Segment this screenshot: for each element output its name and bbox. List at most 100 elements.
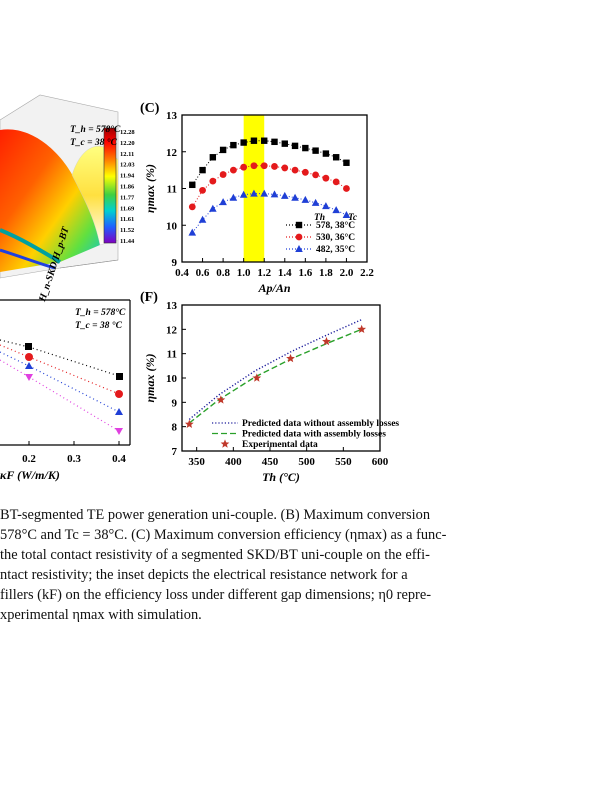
caption-line: ntact resistivity; the inset depicts the… bbox=[0, 567, 408, 583]
data-point bbox=[322, 202, 330, 210]
data-point bbox=[301, 195, 310, 203]
legend-marker bbox=[295, 233, 303, 241]
colorbar-tick-label: 11.94 bbox=[120, 173, 135, 180]
data-point bbox=[311, 198, 320, 206]
data-point bbox=[199, 186, 206, 194]
kappa-plot-fragment bbox=[0, 299, 131, 446]
data-point bbox=[322, 174, 330, 182]
colorbar-tick-label: 12.03 bbox=[120, 162, 135, 169]
x-tick-label: 0.6 bbox=[196, 267, 210, 279]
y-tick-label: 13 bbox=[166, 110, 178, 122]
x-tick-label: 1.0 bbox=[237, 267, 251, 279]
data-point bbox=[332, 178, 340, 186]
x-tick-label: 500 bbox=[298, 456, 315, 468]
data-point bbox=[209, 154, 217, 161]
x-tick-label: 1.2 bbox=[257, 267, 271, 279]
colorbar-tick-label: 12.28 bbox=[120, 129, 135, 136]
colorbar-tick-labels: 12.28 12.20 12.11 12.03 11.94 11.86 11.77 11.69… bbox=[120, 129, 135, 245]
data-point bbox=[188, 203, 196, 211]
data-point bbox=[291, 193, 299, 201]
data-point bbox=[216, 395, 226, 404]
data-point bbox=[252, 373, 262, 382]
y-tick-label: 13 bbox=[166, 300, 178, 312]
x-tick-label: 600 bbox=[372, 456, 389, 468]
panel-label: (C) bbox=[140, 101, 160, 116]
colorbar-tick-label: 11.86 bbox=[120, 184, 135, 191]
data-point bbox=[239, 190, 248, 198]
data-point bbox=[286, 353, 295, 363]
surface-colorbar bbox=[103, 127, 117, 244]
data-point bbox=[332, 154, 340, 161]
x-axis-title: Th (°C) bbox=[262, 470, 300, 484]
data-point bbox=[291, 166, 299, 174]
legend-marker bbox=[295, 245, 303, 252]
y-tick-label: 7 bbox=[172, 446, 178, 458]
data-point bbox=[240, 163, 248, 171]
data-point bbox=[209, 177, 217, 185]
y-tick-label: 12 bbox=[166, 324, 178, 336]
data-point bbox=[250, 137, 258, 144]
legend-header: Tc bbox=[348, 213, 358, 223]
legend: Predicted data without assembly lossesPr… bbox=[212, 419, 399, 450]
caption-line: fillers (kF) on the efficiency loss unde… bbox=[0, 587, 431, 603]
colorbar-tick-label: 11.52 bbox=[120, 227, 134, 234]
data-point bbox=[302, 144, 309, 152]
legend-label: 482, 35°C bbox=[316, 244, 355, 255]
caption-line: xperimental ηmax with simulation. bbox=[0, 607, 202, 623]
data-point bbox=[332, 206, 340, 214]
caption-line: 578°C and Tc = 38°C. (C) Maximum convers… bbox=[0, 527, 447, 543]
colorbar-tick-label: 11.44 bbox=[120, 238, 135, 245]
data-point bbox=[189, 181, 196, 189]
y-tick-label: 9 bbox=[172, 257, 178, 269]
data-point bbox=[219, 146, 227, 154]
y-tick-label: 9 bbox=[172, 397, 178, 409]
series-line bbox=[188, 328, 362, 424]
kappa-inset-tc: T_c = 38 °C bbox=[75, 320, 123, 331]
x-tick-label: 450 bbox=[262, 456, 279, 468]
colorbar-tick-label: 12.20 bbox=[120, 140, 135, 147]
y-axis-title: ηmax (%) bbox=[143, 164, 157, 213]
data-point bbox=[198, 215, 207, 223]
data-point bbox=[229, 166, 237, 174]
x-tick-label: 350 bbox=[188, 456, 205, 468]
data-point bbox=[312, 147, 319, 154]
legend-marker bbox=[220, 439, 230, 448]
data-point bbox=[199, 166, 206, 174]
data-point bbox=[280, 191, 289, 199]
x-tick-label: 1.4 bbox=[278, 267, 292, 279]
data-point bbox=[188, 228, 197, 236]
kappa-x-label: κF (W/m/K) bbox=[0, 468, 60, 482]
data-point bbox=[240, 139, 247, 146]
y-tick-label: 10 bbox=[166, 220, 178, 232]
y-tick-label: 12 bbox=[166, 147, 178, 159]
chart-c: 0.4 0.6 0.8 1.0 1.2 1.4 1.6 1.8 2.0 2.2 9 10 11 12 13 (… bbox=[140, 101, 374, 295]
legend-label: 578, 38°C bbox=[316, 220, 355, 231]
y-tick-label: 11 bbox=[167, 184, 177, 196]
y-axis-title: ηmax (%) bbox=[143, 354, 157, 403]
series-line bbox=[191, 165, 347, 208]
data-point bbox=[261, 137, 268, 144]
legend-label: Predicted data with assembly losses bbox=[242, 430, 386, 440]
caption-line: BT-segmented TE power generation uni-cou… bbox=[0, 507, 431, 523]
data-point bbox=[184, 419, 194, 428]
highlight-band bbox=[243, 115, 265, 262]
colorbar-tick-label: 11.61 bbox=[120, 216, 134, 223]
caption-line: the total contact resistivity of a segme… bbox=[0, 547, 430, 563]
data-point bbox=[230, 141, 237, 149]
figure-caption: BT-segmented TE power generation uni-cou… bbox=[0, 505, 599, 625]
colorbar-tick-label: 11.69 bbox=[120, 205, 135, 212]
surface-inset-th: T_h = 578°C bbox=[70, 124, 121, 135]
data-point bbox=[322, 336, 331, 346]
data-point bbox=[322, 150, 330, 157]
data-point bbox=[281, 164, 289, 172]
kappa-x-tick-1: 0.3 bbox=[67, 453, 81, 465]
y-tick-label: 10 bbox=[166, 373, 178, 385]
x-tick-label: 1.6 bbox=[298, 267, 312, 279]
colorbar-tick-label: 12.11 bbox=[120, 151, 134, 158]
x-tick-label: 2.2 bbox=[360, 267, 374, 279]
y-tick-label: 11 bbox=[167, 349, 177, 361]
data-point bbox=[312, 171, 320, 179]
data-point bbox=[342, 210, 351, 218]
